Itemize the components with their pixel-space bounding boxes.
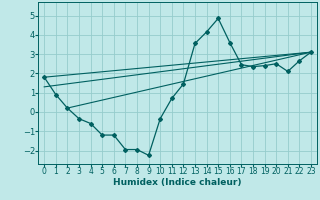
X-axis label: Humidex (Indice chaleur): Humidex (Indice chaleur) [113, 178, 242, 187]
